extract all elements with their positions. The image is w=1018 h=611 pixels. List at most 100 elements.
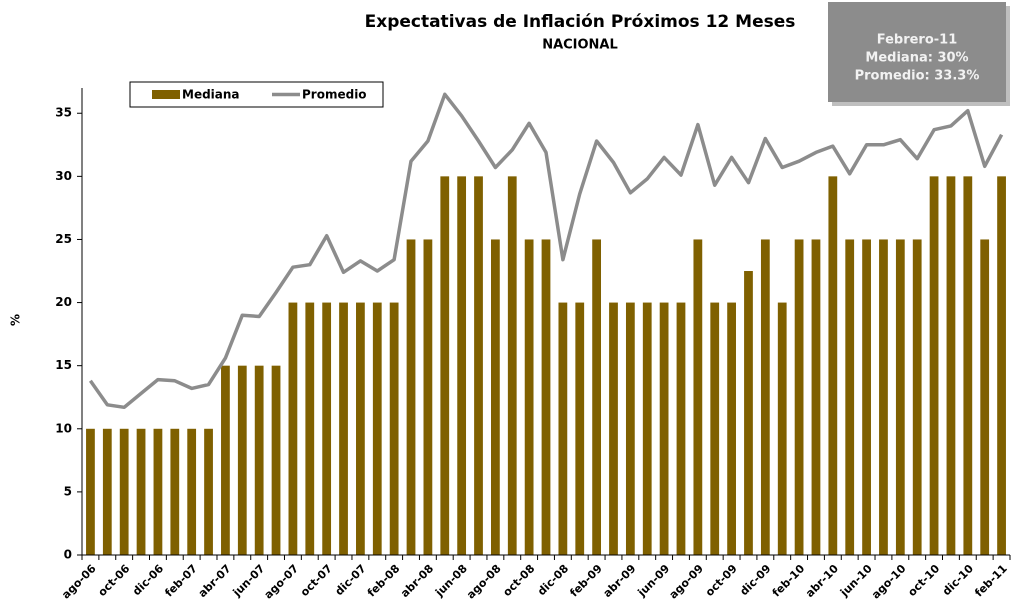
y-tick-label: 0 xyxy=(64,548,72,562)
bar xyxy=(237,365,247,555)
bar xyxy=(693,239,703,555)
x-tick-label: jun-08 xyxy=(432,562,470,600)
bar xyxy=(727,302,736,555)
bar xyxy=(592,239,602,555)
y-tick-label: 10 xyxy=(55,421,72,435)
bar xyxy=(305,302,315,555)
bar xyxy=(980,239,990,555)
bar xyxy=(322,302,332,555)
chart-title: Expectativas de Inflación Próximos 12 Me… xyxy=(365,12,796,32)
y-tick-label: 5 xyxy=(64,484,72,498)
bar xyxy=(558,302,568,555)
bar xyxy=(170,428,180,555)
bar xyxy=(879,239,888,555)
bar xyxy=(406,239,416,555)
x-tick-label: abr-07 xyxy=(196,562,234,600)
bar xyxy=(862,239,871,555)
x-tick-label: dic-10 xyxy=(940,562,976,598)
bar xyxy=(895,239,905,555)
bar xyxy=(254,365,264,555)
y-tick-label: 20 xyxy=(55,295,72,309)
bar xyxy=(794,239,804,555)
bar xyxy=(119,428,129,555)
x-tick-label: feb-10 xyxy=(770,562,808,600)
legend: Mediana Promedio xyxy=(129,81,384,108)
bar xyxy=(389,302,399,555)
bar xyxy=(609,302,618,555)
y-tick-label: 15 xyxy=(55,358,72,372)
bar xyxy=(440,176,450,555)
bar xyxy=(86,428,95,555)
annotation-text: Mediana: 30% xyxy=(865,51,968,66)
bar xyxy=(507,176,517,555)
legend-swatch xyxy=(152,90,180,99)
x-tick-label: dic-09 xyxy=(737,562,773,598)
bar xyxy=(490,239,500,555)
bar xyxy=(777,302,787,555)
x-tick-label: oct-08 xyxy=(500,562,537,599)
bar xyxy=(474,176,483,555)
x-tick-label: jun-07 xyxy=(230,562,268,600)
annotation-box xyxy=(828,2,1006,102)
bar xyxy=(524,239,534,555)
x-tick-label: ago-09 xyxy=(667,562,706,601)
bar xyxy=(288,302,298,555)
x-tick-label: feb-11 xyxy=(972,562,1009,599)
bar xyxy=(710,302,720,555)
x-tick-label: oct-10 xyxy=(905,562,942,599)
bar xyxy=(811,239,821,555)
bar xyxy=(221,365,230,555)
x-tick-label: ago-06 xyxy=(59,562,99,602)
x-tick-label: ago-10 xyxy=(869,562,909,602)
bar xyxy=(153,428,163,555)
x-tick-label: oct-07 xyxy=(298,562,335,599)
x-tick-label: feb-09 xyxy=(567,562,604,599)
bar xyxy=(828,176,838,555)
bar xyxy=(625,302,635,555)
x-tick-label: oct-09 xyxy=(703,562,740,599)
bar xyxy=(963,176,973,555)
annotation-text: Febrero-11 xyxy=(877,33,958,48)
bar xyxy=(457,176,467,555)
bar xyxy=(929,176,939,555)
x-tick-label: ago-07 xyxy=(262,562,301,601)
annotation-text: Promedio: 33.3% xyxy=(855,69,980,84)
x-tick-label: feb-07 xyxy=(162,562,199,599)
bar xyxy=(271,365,281,555)
bar xyxy=(845,239,855,555)
bar xyxy=(946,176,956,555)
bar xyxy=(136,428,146,555)
bar xyxy=(997,176,1006,555)
bar xyxy=(760,239,770,555)
y-axis-label: % xyxy=(9,314,23,326)
x-tick-label: jun-09 xyxy=(635,562,673,600)
bar xyxy=(659,302,669,555)
bar xyxy=(187,428,197,555)
x-tick-label: jun-10 xyxy=(837,562,875,600)
x-tick-label: oct-06 xyxy=(96,562,133,599)
y-tick-label: 35 xyxy=(55,106,72,120)
bar xyxy=(642,302,652,555)
y-tick-label: 25 xyxy=(55,232,72,246)
x-tick-label: dic-07 xyxy=(333,562,369,598)
bar xyxy=(575,302,585,555)
x-tick-label: dic-06 xyxy=(130,562,166,598)
bar xyxy=(356,302,365,555)
x-tick-label: abr-10 xyxy=(803,562,841,600)
x-tick-label: abr-08 xyxy=(398,562,436,600)
bar xyxy=(372,302,382,555)
legend-label: Mediana xyxy=(182,88,240,102)
legend-label: Promedio xyxy=(302,88,367,102)
bar xyxy=(744,271,753,555)
bar xyxy=(339,302,348,555)
x-tick-label: ago-08 xyxy=(464,562,503,601)
bar xyxy=(102,428,112,555)
bar xyxy=(676,302,686,555)
x-tick-label: feb-08 xyxy=(365,562,402,599)
x-tick-label: dic-08 xyxy=(535,562,571,598)
x-tick-label: abr-09 xyxy=(601,562,639,600)
annotation: Febrero-11 Mediana: 30% Promedio: 33.3% xyxy=(828,2,1010,106)
chart-subtitle: NACIONAL xyxy=(542,38,618,53)
bar xyxy=(204,428,213,555)
